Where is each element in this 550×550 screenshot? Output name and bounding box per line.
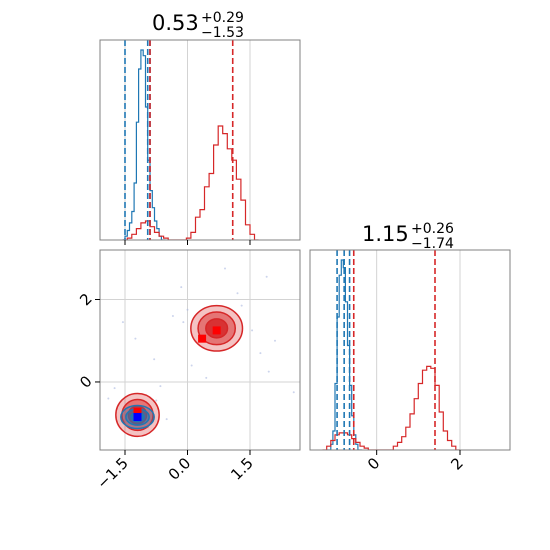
title-param2-median: 1.15 (362, 222, 409, 246)
scatter-point (224, 267, 226, 270)
scatter-point (259, 352, 262, 355)
scatter-point (165, 418, 168, 421)
ticks-param1 (124, 240, 251, 245)
frame-joint (99, 249, 301, 451)
title-param1: 0.53 (152, 11, 199, 35)
scatter-point (171, 314, 174, 317)
scatter-point (251, 329, 254, 332)
scatter-point (186, 308, 189, 311)
panel-joint-density: −1.5 0.0 1.5 0 2 (76, 249, 301, 493)
histogram-step-0 (122, 49, 166, 240)
scatter-point (240, 304, 243, 307)
histogram-step-1 (322, 365, 460, 450)
y-tick-label: 0 (76, 372, 95, 391)
title-param1-plus: +0.29 (201, 10, 244, 26)
histograms-param1 (122, 49, 259, 240)
grid-param2 (376, 250, 461, 450)
grid-param1 (124, 40, 251, 240)
marker-square (133, 407, 142, 416)
title-param2-plus: +0.26 (411, 221, 454, 237)
point-markers (133, 326, 221, 422)
x-tick-label: 2 (447, 454, 466, 473)
histogram-step-1 (122, 125, 259, 240)
title-param2: 1.15 (362, 222, 409, 246)
scatter-point (107, 397, 110, 400)
scatter-point (155, 399, 158, 402)
scatter-point (265, 275, 268, 278)
scatter-point (153, 358, 156, 361)
title-param2-minus: −1.74 (411, 236, 454, 252)
x-tick-label: 0 (364, 454, 383, 473)
scatter-points (107, 267, 295, 429)
scatter-point (274, 339, 276, 342)
x-tick-label: −1.5 (93, 454, 131, 492)
frame-param1 (99, 39, 301, 241)
marker-square (212, 326, 221, 335)
x-tick-label: 0.0 (165, 454, 195, 484)
scatter-point (236, 292, 239, 295)
panel-param1-histogram: 0.53 +0.29 −1.53 (99, 10, 301, 245)
scatter-point (121, 321, 124, 324)
scatter-point (134, 337, 137, 340)
x-tick-label: 1.5 (227, 454, 257, 484)
title-param1-minus: −1.53 (201, 25, 244, 41)
grid-joint (100, 250, 300, 450)
frame-param2 (309, 249, 511, 451)
scatter-point (180, 286, 183, 289)
title-param1-median: 0.53 (152, 11, 199, 35)
scatter-point (205, 376, 208, 379)
scatter-point (267, 370, 270, 373)
y-tick-label: 2 (76, 290, 95, 309)
scatter-point (113, 387, 116, 390)
scatter-point (182, 321, 185, 324)
scatter-point (292, 391, 295, 394)
scatter-point (159, 385, 162, 388)
quantile-lines-param2 (336, 250, 436, 450)
marker-square (133, 413, 142, 422)
histograms-param2 (322, 259, 460, 450)
marker-square (198, 334, 207, 343)
quantile-lines-param1 (124, 40, 234, 240)
scatter-point (190, 364, 193, 367)
